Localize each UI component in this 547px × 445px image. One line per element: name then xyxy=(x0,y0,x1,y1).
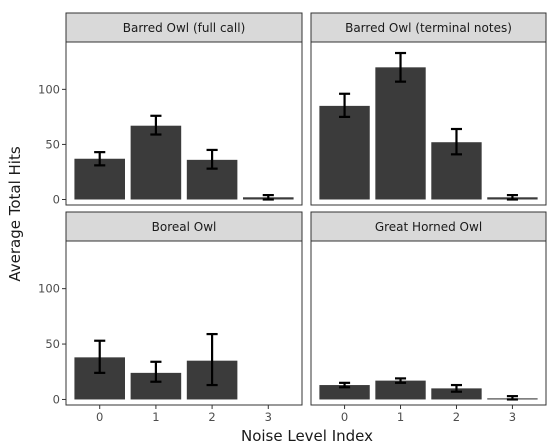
panel-background xyxy=(311,241,546,405)
y-tick-label: 50 xyxy=(45,137,60,151)
panel-1: Barred Owl (full call) 0 50 100 xyxy=(38,12,303,206)
x-tick-label: 3 xyxy=(509,410,516,424)
y-tick-label: 50 xyxy=(45,337,60,351)
panel-border xyxy=(310,41,547,206)
bar xyxy=(375,67,426,200)
x-tick-label: 1 xyxy=(152,410,159,424)
panel-2: Barred Owl (terminal notes) xyxy=(310,12,547,206)
x-tick-label: 2 xyxy=(453,410,460,424)
y-tick-label: 0 xyxy=(53,392,60,406)
x-axis-title: Noise Level Index xyxy=(241,427,373,445)
panel-3: Boreal Owl 0 50 100 0 1 2 3 xyxy=(38,211,303,424)
panel-border xyxy=(65,41,303,206)
panel-strip xyxy=(65,211,303,242)
panel-title: Barred Owl (full call) xyxy=(123,21,246,35)
panel-title: Boreal Owl xyxy=(152,220,217,234)
bar xyxy=(431,388,482,400)
panel-4: Great Horned Owl 0 1 2 3 xyxy=(310,211,547,424)
x-tick-label: 3 xyxy=(265,410,272,424)
panel-title: Great Horned Owl xyxy=(375,220,482,234)
y-axis-title: Average Total Hits xyxy=(6,146,24,281)
panel-title: Barred Owl (terminal notes) xyxy=(345,21,512,35)
panel-border xyxy=(65,240,303,406)
panel-strip xyxy=(65,12,303,43)
x-tick-label: 1 xyxy=(397,410,404,424)
y-tick-label: 100 xyxy=(38,282,60,296)
y-tick-label: 0 xyxy=(53,192,60,206)
panel-strip xyxy=(310,12,547,43)
bar xyxy=(319,385,370,400)
bar xyxy=(375,380,426,400)
y-tick-label: 100 xyxy=(38,82,60,96)
bar xyxy=(319,105,370,200)
x-tick-label: 0 xyxy=(341,410,348,424)
x-tick-label: 2 xyxy=(208,410,215,424)
x-tick-label: 0 xyxy=(96,410,103,424)
panel-border xyxy=(310,240,547,406)
bar xyxy=(130,125,182,200)
